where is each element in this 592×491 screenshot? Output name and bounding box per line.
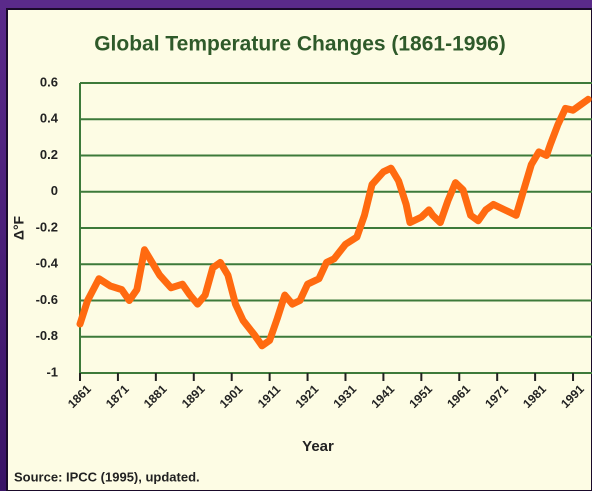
y-tick-label: 0.2 xyxy=(40,147,58,162)
source-note: Source: IPCC (1995), updated. xyxy=(14,469,200,484)
y-tick-label: 0.4 xyxy=(40,111,59,126)
y-tick-label: -0.2 xyxy=(36,219,58,234)
y-tick-label: 0 xyxy=(51,183,58,198)
x-axis-label: Year xyxy=(302,438,334,455)
data-line xyxy=(76,95,592,350)
y-axis-label: Δ°F xyxy=(11,215,27,240)
y-tick-label: -0.4 xyxy=(36,256,59,271)
y-tick-label: -0.6 xyxy=(36,292,58,307)
panel xyxy=(6,8,592,491)
y-tick-label: 0.6 xyxy=(40,74,58,89)
y-tick-label: -0.8 xyxy=(36,328,58,343)
y-tick-label: -1 xyxy=(46,364,58,379)
chart-title: Global Temperature Changes (1861-1996) xyxy=(94,33,506,56)
